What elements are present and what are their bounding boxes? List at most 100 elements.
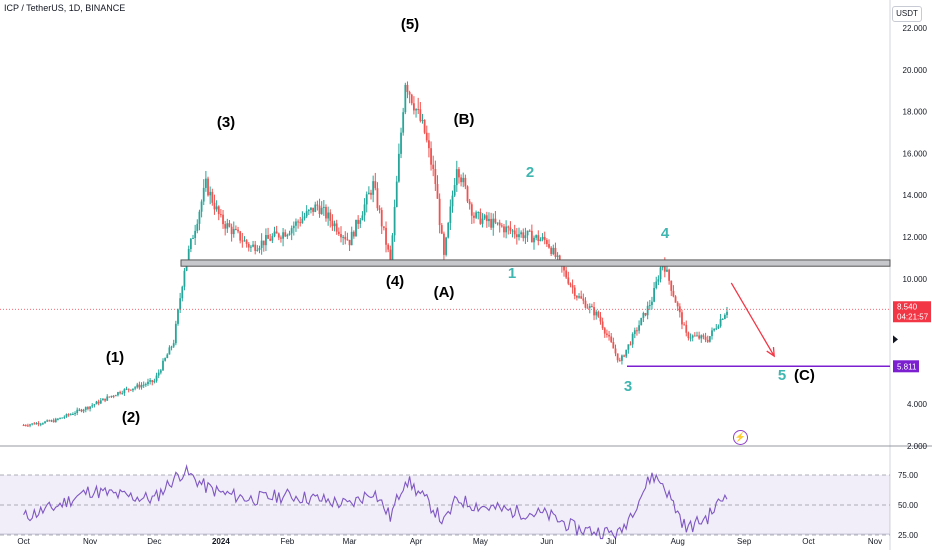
candle-body (443, 233, 445, 255)
candle-body (252, 244, 254, 247)
candle-body (192, 238, 194, 240)
candle-body (316, 204, 319, 206)
candle-body (691, 335, 694, 338)
candle-body (59, 417, 61, 419)
candle-body (243, 240, 246, 242)
candle-body (46, 420, 49, 422)
candle-body (380, 210, 383, 227)
candle-body (331, 220, 334, 227)
candle-body (273, 231, 276, 237)
candle-body (129, 389, 132, 391)
candle-body (387, 244, 390, 250)
candle-body (310, 207, 312, 210)
candle-body (95, 401, 98, 405)
candle-body (226, 223, 229, 229)
candle-body (342, 236, 345, 238)
time-tick-label: Nov (83, 537, 97, 546)
candle-body (48, 420, 51, 422)
time-tick-label: Apr (410, 537, 423, 546)
candle-body (219, 214, 222, 216)
candle-body (528, 230, 531, 232)
candle-body (215, 206, 218, 210)
candle-body (610, 336, 613, 342)
candle-body (455, 169, 458, 186)
candle-body (584, 300, 587, 308)
candle-body (468, 201, 471, 205)
candle-body (91, 405, 94, 407)
candle-body (535, 235, 538, 238)
candle-body (24, 425, 27, 427)
candle-body (97, 401, 100, 404)
candle-body (318, 205, 321, 215)
candle-body (61, 417, 64, 419)
candle-body (166, 354, 169, 359)
candle-body (595, 311, 598, 316)
candle-body (35, 423, 38, 425)
candle-body (466, 186, 469, 202)
candle-body (365, 194, 368, 205)
candle-body (320, 207, 323, 215)
candle-body (290, 228, 293, 234)
candle-body (689, 337, 692, 339)
candle-body (288, 233, 291, 235)
candle-body (333, 223, 336, 227)
candle-body (39, 423, 42, 425)
candle-body (106, 396, 109, 401)
candle-body (29, 424, 31, 426)
candle-body (67, 414, 70, 416)
candle-body (307, 209, 310, 212)
rsi-line (23, 464, 728, 540)
candle-body (402, 112, 405, 133)
wave-label: 2 (526, 164, 534, 181)
candle-body (119, 392, 121, 394)
candle-body (723, 315, 726, 319)
wave-label: 3 (624, 378, 632, 395)
candle-body (606, 333, 608, 335)
candle-body (183, 270, 186, 287)
candle-body (385, 227, 387, 245)
candle-body (204, 178, 207, 188)
candle-body (659, 267, 662, 280)
candle-body (627, 344, 630, 350)
candle-body (651, 301, 653, 306)
candle-body (202, 187, 205, 202)
candle-body (267, 235, 269, 239)
candle-body (359, 220, 362, 224)
candle-body (423, 119, 426, 133)
candle-body (513, 230, 516, 235)
candle-body (509, 227, 512, 231)
candle-body (99, 400, 102, 404)
wave-label: (3) (217, 114, 235, 131)
candle-body (706, 339, 709, 342)
candle-body (678, 306, 681, 313)
candle-body (715, 328, 718, 330)
candle-body (114, 395, 117, 397)
candle-body (52, 420, 55, 423)
candle-body (593, 307, 595, 316)
candle-body (670, 280, 673, 291)
candle-body (432, 164, 435, 170)
candle-body (194, 230, 197, 239)
wave-label: (A) (434, 284, 455, 301)
wave-label: (C) (794, 367, 815, 384)
candle-body (537, 235, 540, 242)
candle-body (327, 212, 330, 219)
candle-body (344, 236, 347, 240)
candle-body (112, 395, 115, 397)
candle-body (447, 222, 450, 238)
candle-body (518, 234, 520, 238)
candle-body (601, 321, 604, 329)
candle-body (262, 240, 265, 246)
candle-body (138, 384, 141, 388)
candle-body (644, 313, 647, 316)
candle-body (222, 214, 224, 225)
currency-button[interactable]: USDT (892, 6, 922, 22)
candle-body (271, 236, 274, 241)
candle-body (346, 239, 349, 241)
flash-icon[interactable]: ⚡ (733, 430, 748, 445)
candle-body (520, 232, 523, 235)
candle-body (522, 232, 525, 239)
time-tick-label: Oct (802, 537, 815, 546)
candle-body (303, 216, 306, 219)
